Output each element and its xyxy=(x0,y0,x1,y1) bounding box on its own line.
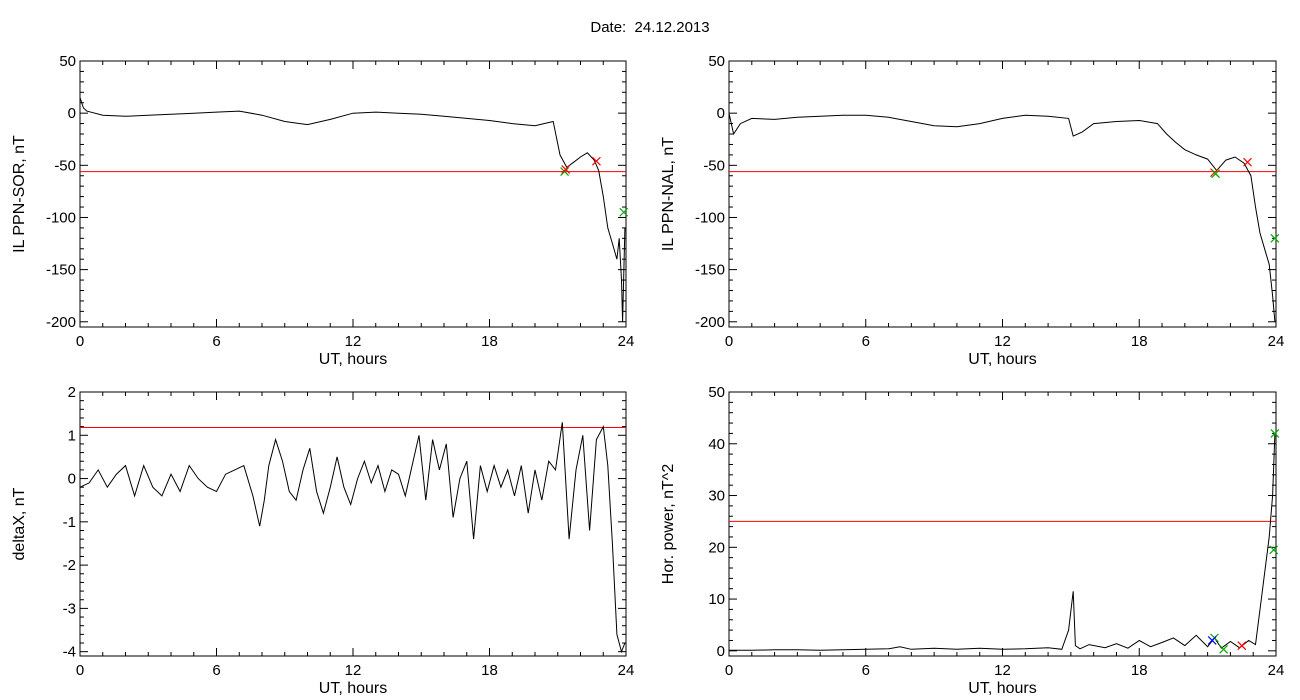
x-tick-label: 6 xyxy=(212,333,220,350)
event-marker xyxy=(592,156,601,166)
x-tick-label: 18 xyxy=(481,662,498,679)
x-axis-label: UT, hours xyxy=(319,680,387,697)
event-marker-stroke xyxy=(1211,169,1221,179)
event-marker-stroke xyxy=(1243,157,1252,167)
x-tick-label: 24 xyxy=(618,333,635,350)
y-tick-label: -4 xyxy=(63,644,76,661)
y-tick-label: -100 xyxy=(46,209,76,226)
y-tick-label: 50 xyxy=(708,53,725,70)
panel-hor-power: 0 6 12 18 24 50 40 30 20 10 0 UT, hours Hor. power, … xyxy=(660,384,1284,697)
event-marker xyxy=(1211,169,1221,179)
y-tick-label: 0 xyxy=(68,471,76,488)
plot-frame xyxy=(728,391,1277,657)
x-tick-label: 0 xyxy=(725,662,733,679)
x-tick-label: 24 xyxy=(618,662,635,679)
event-marker-stroke xyxy=(592,156,601,166)
data-line xyxy=(729,433,1276,651)
event-marker xyxy=(561,165,571,174)
plot-frame xyxy=(79,391,627,657)
x-tick-label: 18 xyxy=(1131,662,1148,679)
x-tick-label: 6 xyxy=(212,662,220,679)
event-marker-stroke xyxy=(1207,636,1217,645)
y-tick-label: -150 xyxy=(46,262,76,279)
y-tick-label: -3 xyxy=(63,600,76,617)
event-marker xyxy=(1219,644,1229,654)
plot-frame xyxy=(79,60,627,328)
event-marker xyxy=(1269,545,1279,555)
x-tick-label: 6 xyxy=(862,662,870,679)
event-marker-stroke xyxy=(1270,233,1280,243)
x-axis-label: UT, hours xyxy=(319,351,387,368)
event-marker xyxy=(1270,233,1280,243)
event-marker-stroke xyxy=(1237,641,1247,651)
y-tick-label: -1 xyxy=(63,514,76,531)
y-tick-label: 20 xyxy=(708,539,725,556)
event-marker-stroke xyxy=(619,207,629,217)
x-tick-label: 12 xyxy=(345,333,362,350)
y-tick-label: -100 xyxy=(695,209,725,226)
panel-il-ppn-nal: 0 6 12 18 24 50 0 -50 -100 -150 -200 UT, hours IL PP… xyxy=(660,53,1284,368)
panel-delta-x: 0 6 12 18 24 2 1 0 -1 -2 -3 -4 UT, hours deltaX, nT xyxy=(11,384,634,697)
data-line xyxy=(728,113,1276,322)
x-tick-label: 18 xyxy=(481,333,498,350)
x-tick-label: 12 xyxy=(345,662,362,679)
event-marker-stroke xyxy=(561,165,571,174)
x-tick-label: 24 xyxy=(1268,662,1285,679)
x-tick-label: 24 xyxy=(1268,333,1285,350)
y-tick-label: 2 xyxy=(68,384,76,401)
x-tick-label: 12 xyxy=(994,662,1011,679)
event-marker xyxy=(1270,428,1280,438)
event-marker-stroke xyxy=(1270,428,1280,438)
x-tick-label: 18 xyxy=(1131,333,1148,350)
x-tick-label: 12 xyxy=(994,333,1011,350)
y-tick-label: 10 xyxy=(708,591,725,608)
y-tick-label: -50 xyxy=(703,157,725,174)
x-axis-label: UT, hours xyxy=(968,680,1036,697)
panel-il-ppn-sor: 0 6 12 18 24 50 0 -50 -100 -150 -200 UT, hours IL PP… xyxy=(11,53,634,368)
event-marker-stroke xyxy=(1269,545,1279,555)
x-tick-label: 0 xyxy=(76,333,84,350)
y-tick-label: 0 xyxy=(717,643,725,660)
y-tick-label: 50 xyxy=(59,53,76,70)
x-axis-label: UT, hours xyxy=(968,351,1036,368)
y-tick-label: -200 xyxy=(46,314,76,331)
x-tick-label: 0 xyxy=(76,662,84,679)
event-marker-stroke xyxy=(1219,644,1229,654)
y-tick-label: 30 xyxy=(708,488,725,505)
y-axis-label: IL PPN-SOR, nT xyxy=(11,135,28,253)
data-line xyxy=(79,97,626,322)
y-tick-label: -150 xyxy=(695,262,725,279)
y-tick-label: 1 xyxy=(68,427,76,444)
event-marker-stroke xyxy=(560,167,569,176)
y-tick-label: -50 xyxy=(54,157,76,174)
event-marker xyxy=(619,207,629,217)
y-tick-label: 40 xyxy=(708,436,725,453)
page-title: Date: 24.12.2013 xyxy=(590,19,710,36)
plot-frame xyxy=(728,60,1277,328)
x-tick-label: 6 xyxy=(862,333,870,350)
y-axis-label: IL PPN-NAL, nT xyxy=(660,137,677,251)
y-tick-label: 50 xyxy=(708,384,725,401)
event-marker xyxy=(560,167,569,176)
data-line xyxy=(79,422,626,654)
y-tick-label: 0 xyxy=(717,105,725,122)
y-axis-label: deltaX, nT xyxy=(11,487,28,560)
event-marker xyxy=(1207,636,1217,645)
y-tick-label: -2 xyxy=(63,557,76,574)
event-marker xyxy=(1243,157,1252,167)
y-axis-label: Hor. power, nT^2 xyxy=(660,464,677,585)
x-tick-label: 0 xyxy=(725,333,733,350)
y-tick-label: 0 xyxy=(68,105,76,122)
event-marker xyxy=(1237,641,1247,651)
y-tick-label: -200 xyxy=(695,314,725,331)
